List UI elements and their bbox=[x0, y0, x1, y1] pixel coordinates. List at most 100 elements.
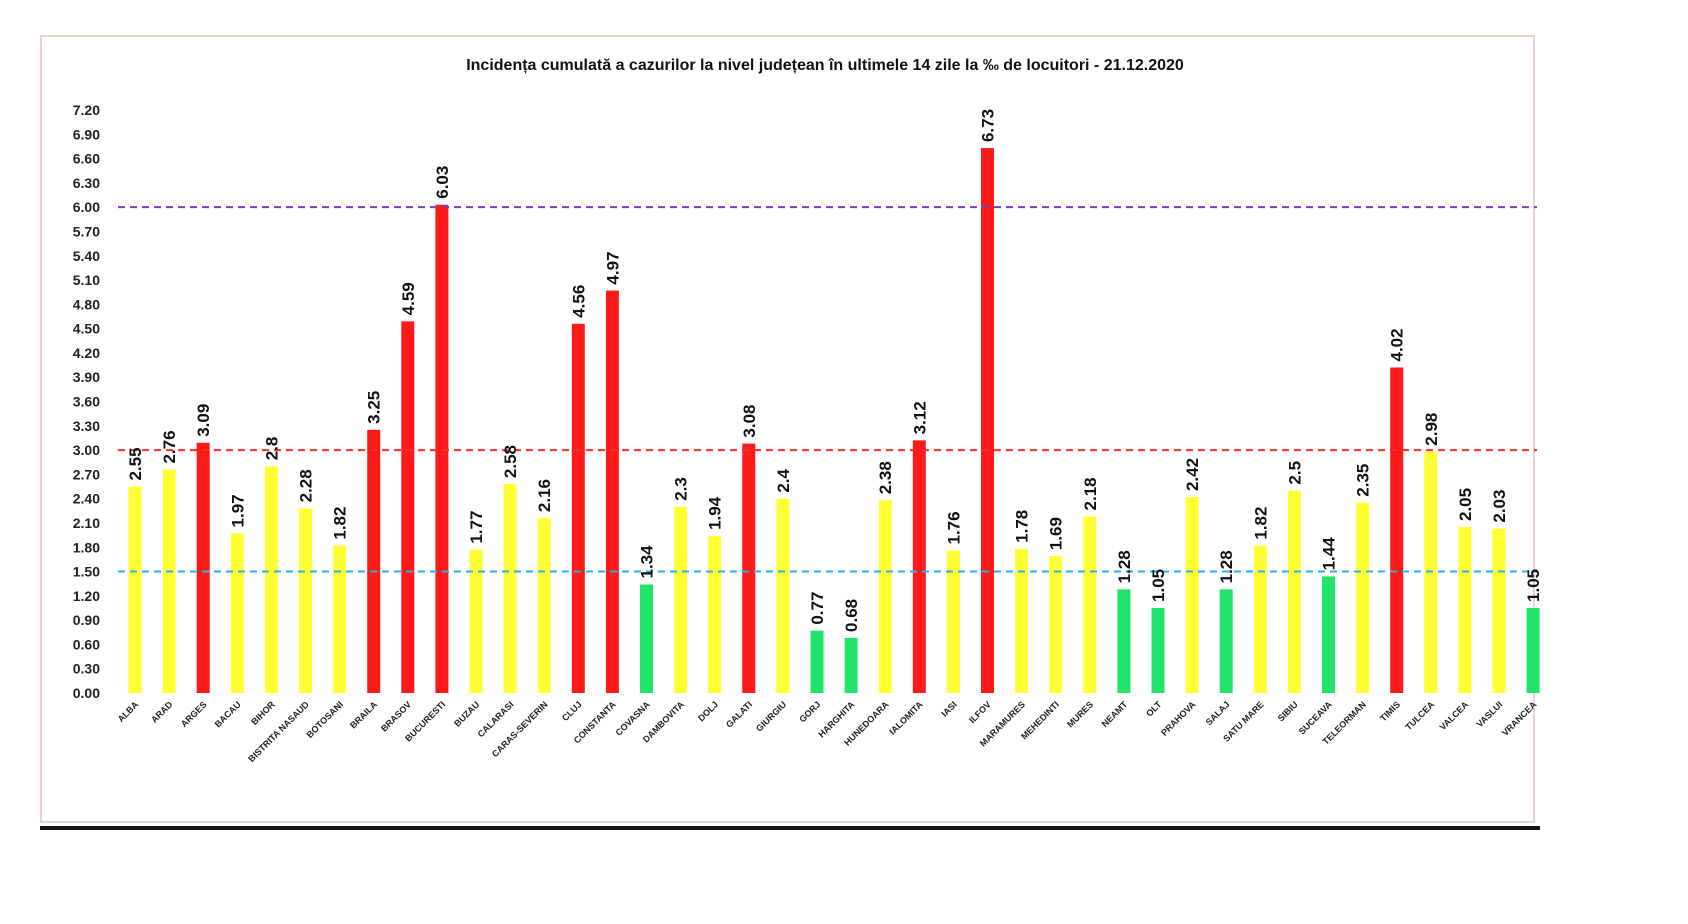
data-label: 1.28 bbox=[1115, 550, 1134, 583]
bar-suceava bbox=[1322, 576, 1335, 693]
data-label: 1.82 bbox=[1251, 507, 1270, 540]
data-label: 2.16 bbox=[535, 479, 554, 512]
data-label: 4.02 bbox=[1388, 328, 1407, 361]
y-tick-label: 5.10 bbox=[73, 272, 100, 288]
bar-bistrita-nasaud bbox=[299, 508, 312, 693]
data-label: 1.05 bbox=[1524, 569, 1543, 602]
data-label: 2.42 bbox=[1183, 458, 1202, 491]
bar-galati bbox=[742, 443, 756, 693]
data-label: 1.97 bbox=[228, 494, 247, 527]
bar-dambovita bbox=[674, 506, 688, 693]
category-label: VRANCEA bbox=[1500, 699, 1539, 738]
bar-calarasi bbox=[503, 484, 517, 693]
y-tick-label: 6.30 bbox=[73, 175, 100, 191]
y-tick-label: 3.90 bbox=[73, 369, 100, 385]
bar-sibiu bbox=[1287, 490, 1301, 693]
y-tick-label: 6.00 bbox=[73, 199, 100, 215]
category-label: SALAJ bbox=[1204, 699, 1232, 727]
data-label: 0.68 bbox=[842, 599, 861, 632]
category-label: BISTRITA NASAUD bbox=[246, 699, 311, 764]
category-label: BRASOV bbox=[379, 699, 413, 733]
category-label: CLUJ bbox=[560, 699, 584, 723]
bar-vrancea bbox=[1526, 607, 1540, 693]
y-tick-label: 3.00 bbox=[73, 442, 100, 458]
data-label: 3.08 bbox=[740, 405, 759, 438]
category-label: IALOMITA bbox=[887, 699, 925, 737]
y-tick-label: 2.10 bbox=[73, 515, 100, 531]
data-label: 2.8 bbox=[262, 437, 281, 461]
category-label: BRAILA bbox=[348, 699, 379, 730]
y-tick-label: 2.40 bbox=[73, 491, 100, 507]
bar-covasna bbox=[640, 584, 653, 693]
bar-dolj bbox=[708, 535, 722, 693]
category-label: BUZAU bbox=[452, 699, 481, 728]
category-label: ALBA bbox=[116, 699, 141, 724]
y-tick-label: 1.50 bbox=[73, 564, 100, 580]
category-label: BIHOR bbox=[249, 699, 277, 727]
bar-teleorman bbox=[1356, 502, 1370, 693]
bar-bacau bbox=[230, 533, 244, 693]
data-label: 3.09 bbox=[194, 404, 213, 437]
bar-prahova bbox=[1185, 497, 1199, 693]
y-tick-label: 2.70 bbox=[73, 466, 100, 482]
bar-ialomita bbox=[912, 440, 926, 693]
category-label: TIMIS bbox=[1378, 699, 1402, 723]
bottom-rule bbox=[40, 826, 1540, 830]
data-label: 2.58 bbox=[501, 445, 520, 478]
bar-arad bbox=[162, 469, 176, 693]
data-label: 2.03 bbox=[1490, 490, 1509, 523]
data-label: 3.25 bbox=[365, 391, 384, 424]
y-tick-label: 3.60 bbox=[73, 394, 100, 410]
bar-valcea bbox=[1458, 527, 1472, 693]
category-label: SIBIU bbox=[1276, 699, 1300, 723]
chart-title: Incidența cumulată a cazurilor la nivel … bbox=[466, 57, 1184, 74]
data-label: 4.59 bbox=[399, 282, 418, 315]
bar-iasi bbox=[946, 550, 960, 693]
data-label: 2.5 bbox=[1285, 461, 1304, 485]
bar-brasov bbox=[401, 321, 415, 693]
y-tick-label: 5.40 bbox=[73, 248, 100, 264]
bar-giurgiu bbox=[776, 498, 790, 693]
bar-constanta bbox=[605, 290, 619, 693]
data-label: 2.76 bbox=[160, 430, 179, 463]
y-axis-ticks: 0.00 0.30 0.60 0.90 1.20 1.50 1.80 2.10 2.40 2.70… bbox=[73, 102, 100, 701]
bar-buzau bbox=[469, 549, 483, 693]
category-label: GIURGIU bbox=[754, 699, 788, 733]
data-label: 1.69 bbox=[1047, 517, 1066, 550]
bar-satu-mare bbox=[1253, 545, 1267, 693]
data-label: 1.34 bbox=[638, 545, 657, 579]
category-label: ARGES bbox=[179, 699, 209, 729]
y-tick-label: 4.50 bbox=[73, 321, 100, 337]
bar-ilfov bbox=[981, 148, 994, 693]
category-label: VALCEA bbox=[1438, 699, 1471, 732]
data-label: 1.78 bbox=[1013, 510, 1032, 543]
data-label: 1.28 bbox=[1217, 550, 1236, 583]
category-label: ARAD bbox=[149, 699, 175, 725]
bar-mehedinti bbox=[1049, 556, 1063, 693]
y-tick-label: 4.80 bbox=[73, 296, 100, 312]
y-tick-label: 1.80 bbox=[73, 539, 100, 555]
bar-bucuresti bbox=[435, 204, 449, 694]
reference-lines bbox=[118, 206, 1537, 573]
y-tick-label: 5.70 bbox=[73, 223, 100, 239]
data-label: 2.05 bbox=[1456, 488, 1475, 521]
bar-caras-severin bbox=[537, 518, 551, 693]
bar-bihor bbox=[264, 466, 278, 693]
data-label: 2.55 bbox=[126, 447, 145, 480]
data-label: 3.12 bbox=[910, 401, 929, 434]
data-label: 2.38 bbox=[876, 461, 895, 494]
data-label: 1.94 bbox=[706, 496, 725, 530]
y-tick-label: 7.20 bbox=[73, 102, 100, 118]
category-label: BOTOSANI bbox=[304, 699, 345, 740]
bar-salaj bbox=[1219, 589, 1233, 693]
bar-gorj bbox=[810, 630, 824, 693]
data-label: 1.76 bbox=[944, 511, 963, 544]
y-tick-label: 3.30 bbox=[73, 418, 100, 434]
data-label: 1.05 bbox=[1149, 569, 1168, 602]
y-tick-label: 1.20 bbox=[73, 588, 100, 604]
category-label: VASLUI bbox=[1474, 699, 1504, 729]
category-label: IASI bbox=[939, 699, 958, 718]
bar-maramures bbox=[1015, 548, 1029, 693]
